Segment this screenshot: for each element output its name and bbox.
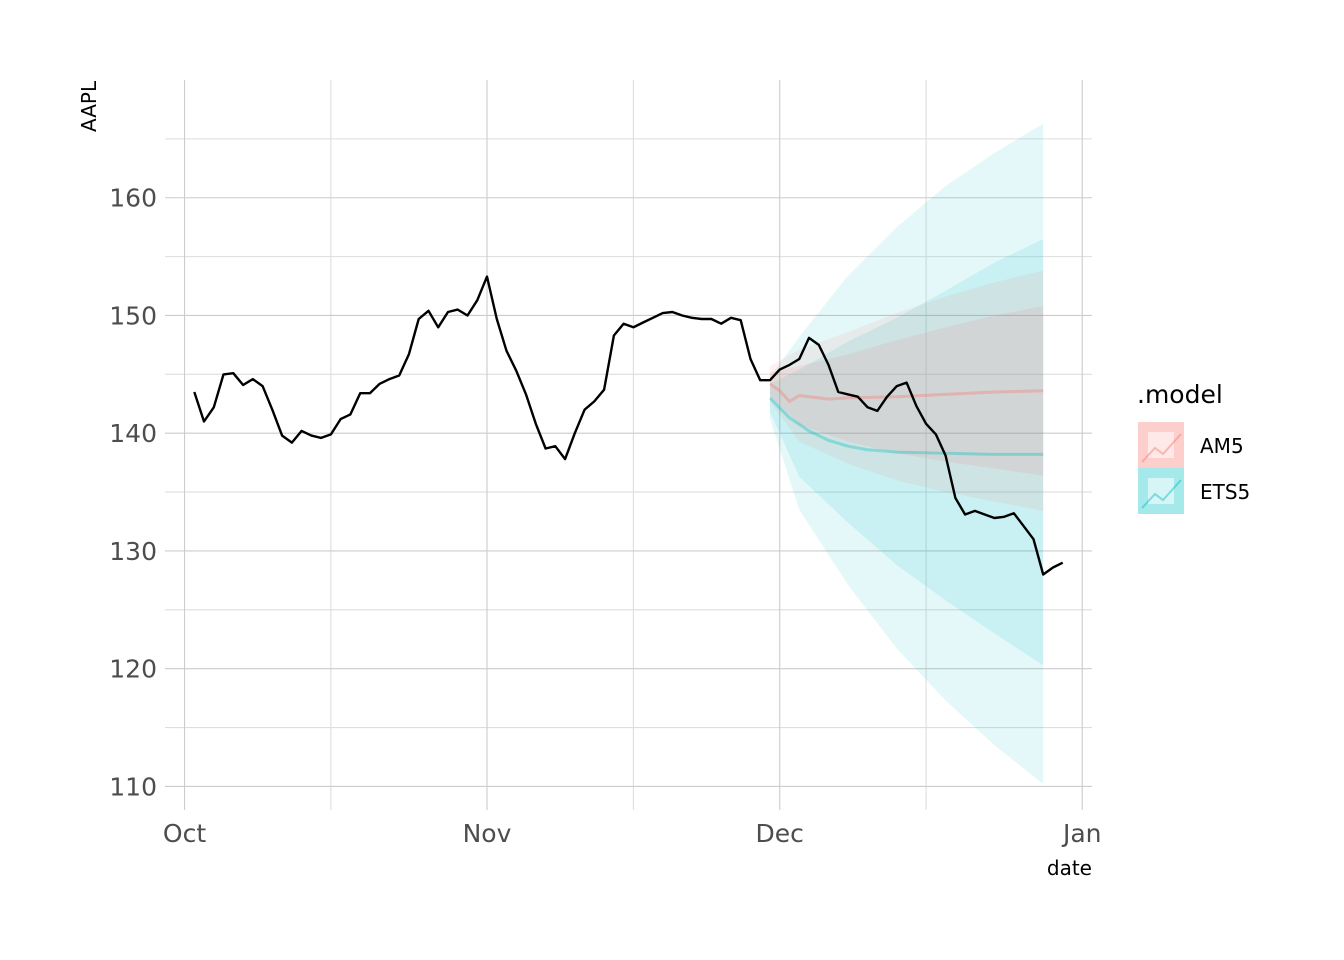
legend-entries: AM5 ETS5: [1138, 422, 1250, 514]
legend-key-line-am5: [1141, 433, 1182, 463]
y-tick-label: 110: [109, 772, 157, 801]
prediction-intervals: [770, 123, 1044, 785]
y-tick-label: 130: [109, 537, 157, 566]
y-tick-label: 140: [109, 419, 157, 448]
legend-label-ets5: ETS5: [1200, 480, 1250, 504]
y-tick-label: 160: [109, 184, 157, 213]
y-tick-label: 150: [109, 301, 157, 330]
legend-title: .model: [1137, 380, 1223, 409]
am5-band-95: [770, 270, 1044, 511]
x-axis-title: date: [1047, 856, 1092, 880]
legend: .model AM5 ETS5: [1137, 380, 1250, 514]
x-tick-label: Oct: [163, 819, 206, 848]
am5-band-80: [770, 306, 1044, 476]
legend-key-inner-am5: [1148, 432, 1174, 458]
legend-key-inner-ets5: [1148, 478, 1174, 504]
x-tick-label: Jan: [1061, 819, 1102, 848]
x-tick-label: Dec: [756, 819, 804, 848]
series-lines: [193, 275, 1064, 576]
y-axis-ticks: 110 120 130 140 150 160: [109, 184, 157, 802]
ets5-band-80: [770, 239, 1044, 666]
y-tick-label: 120: [109, 655, 157, 684]
gridlines: [165, 80, 1092, 810]
ets5-forecast-line: [768, 396, 1044, 456]
legend-label-am5: AM5: [1200, 434, 1244, 458]
y-axis-title: AAPL: [77, 80, 101, 132]
ets5-band-95: [770, 123, 1044, 785]
am5-forecast-line: [769, 382, 1044, 404]
x-tick-label: Nov: [463, 819, 512, 848]
x-axis-ticks: Oct Nov Dec Jan: [163, 819, 1102, 848]
legend-key-line-ets5: [1141, 479, 1182, 509]
observed-series-line: [193, 275, 1064, 576]
